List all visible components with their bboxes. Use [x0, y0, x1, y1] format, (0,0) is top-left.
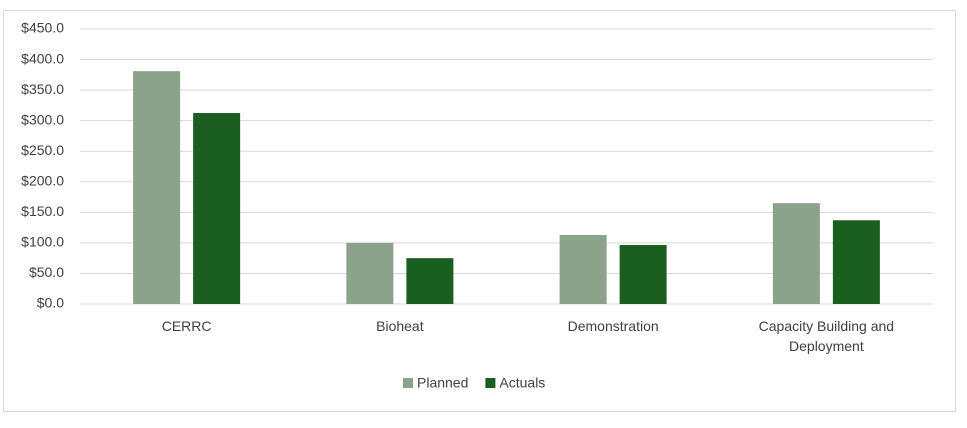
bar: [406, 258, 454, 304]
x-tick-label: Capacity Building and Deployment: [758, 318, 895, 354]
bar: [559, 234, 607, 304]
y-tick-label: $100.0: [21, 234, 64, 250]
bar: [193, 113, 241, 305]
legend-label: Planned: [417, 375, 468, 391]
x-tick-label: Demonstration: [567, 318, 659, 334]
y-tick-label: $50.0: [29, 264, 64, 280]
x-tick-label: Bioheat: [376, 318, 424, 334]
y-tick-label: $150.0: [21, 203, 64, 219]
y-tick-label: $200.0: [21, 172, 64, 188]
bar: [619, 245, 667, 304]
y-tick-label: $0.0: [37, 295, 64, 311]
bar: [832, 220, 880, 304]
bar: [346, 242, 394, 304]
y-tick-label: $250.0: [21, 142, 64, 158]
y-tick-label: $300.0: [21, 111, 64, 127]
y-tick-label: $450.0: [21, 20, 64, 36]
bar: [133, 71, 181, 305]
x-tick-label: CERRC: [161, 318, 212, 334]
legend-swatch: [485, 378, 496, 388]
legend-swatch: [403, 378, 413, 388]
y-tick-label: $350.0: [21, 81, 64, 97]
y-tick-label: $400.0: [21, 50, 64, 66]
legend-label: Actuals: [499, 375, 545, 391]
bar: [772, 203, 820, 304]
